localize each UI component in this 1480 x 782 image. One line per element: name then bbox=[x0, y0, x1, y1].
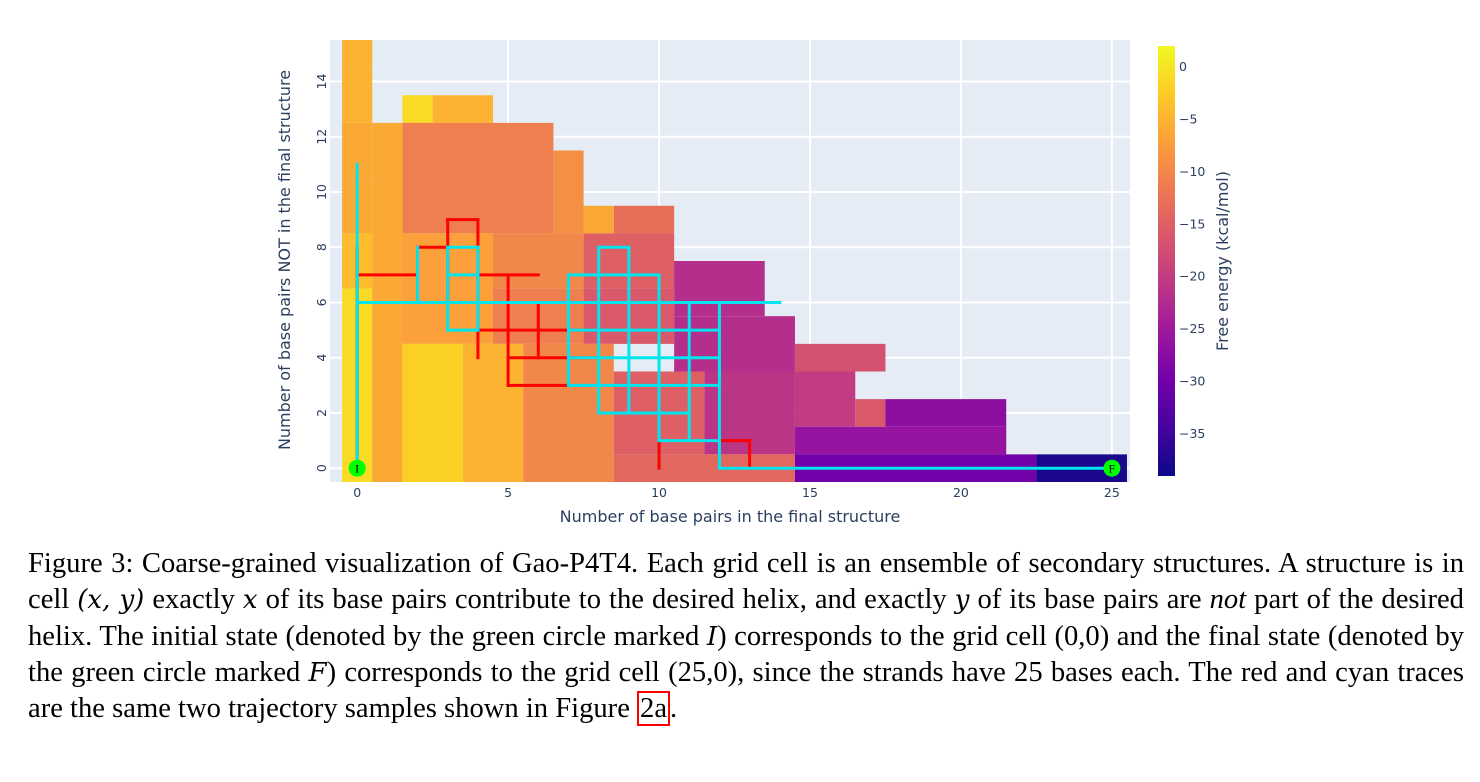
caption-text: exactly bbox=[144, 584, 243, 616]
caption-text: of its base pairs contribute to the desi… bbox=[257, 584, 955, 616]
y-tick-label: 0 bbox=[314, 464, 329, 472]
y-axis-title: Number of base pairs NOT in the final st… bbox=[275, 70, 294, 450]
caption-text: Figure 3: Coarse-grained visualization o… bbox=[28, 548, 1464, 616]
y-tick-label: 6 bbox=[314, 298, 329, 306]
colorbar-tick-label: −30 bbox=[1179, 374, 1205, 389]
state-marker-label: I bbox=[355, 462, 359, 476]
heatmap-cell bbox=[553, 150, 584, 234]
caption-text: . bbox=[670, 693, 678, 725]
figure-reference-link[interactable]: 2a bbox=[637, 691, 671, 727]
x-axis-ticks: 0 5 10 15 20 25 bbox=[353, 485, 1120, 500]
x-tick-label: 5 bbox=[504, 485, 512, 500]
y-tick-label: 4 bbox=[314, 354, 329, 362]
caption-text: of its base pairs are bbox=[969, 584, 1210, 616]
y-tick-label: 10 bbox=[314, 184, 329, 200]
heatmap-cell bbox=[583, 205, 614, 234]
y-tick-label: 12 bbox=[314, 129, 329, 145]
colorbar-ticks: 0 −5 −10 −15 −20 −25 −30 −35 bbox=[1179, 59, 1205, 441]
heatmap-cell bbox=[794, 426, 1007, 455]
state-marker-label: F bbox=[1109, 462, 1116, 476]
figure-caption: Figure 3: Coarse-grained visualization o… bbox=[28, 546, 1464, 727]
heatmap-cell bbox=[885, 399, 1007, 427]
caption-math: x bbox=[242, 585, 258, 616]
caption-text: ) corresponds to the grid cell (25,0), s… bbox=[28, 656, 1465, 725]
heatmap-cell bbox=[402, 122, 554, 234]
y-tick-label: 14 bbox=[314, 73, 329, 89]
heatmap-cell bbox=[432, 95, 494, 123]
caption-text: part of the desired helix. The initial s… bbox=[28, 584, 1464, 652]
x-tick-label: 15 bbox=[802, 485, 818, 500]
state-marker bbox=[348, 459, 366, 477]
x-tick-label: 0 bbox=[353, 485, 361, 500]
heatmap-cell bbox=[402, 343, 463, 482]
caption-math: I bbox=[706, 621, 718, 652]
caption-math: (x, y) bbox=[77, 585, 145, 616]
heatmap-cell bbox=[493, 233, 584, 289]
y-tick-label: 2 bbox=[314, 409, 329, 417]
caption-math: F bbox=[308, 657, 327, 688]
heatmap-cell bbox=[855, 399, 886, 427]
caption-text: ) corresponds to the grid cell (0,0) and… bbox=[28, 620, 1465, 688]
heatmap-cell bbox=[402, 95, 433, 123]
heatmap-cell bbox=[462, 343, 524, 482]
x-tick-label: 20 bbox=[953, 485, 969, 500]
x-axis-title: Number of base pairs in the final struct… bbox=[560, 507, 901, 526]
y-axis-ticks: 0 2 4 6 8 10 12 14 bbox=[314, 73, 329, 472]
colorbar-tick-label: −20 bbox=[1179, 269, 1205, 284]
heatmap-cell bbox=[342, 67, 373, 123]
colorbar-tick-label: −25 bbox=[1179, 321, 1205, 336]
y-tick-label: 8 bbox=[314, 243, 329, 251]
colorbar bbox=[1158, 46, 1175, 476]
x-tick-label: 10 bbox=[651, 485, 667, 500]
heatmap-cell bbox=[794, 343, 886, 372]
heatmap-cell bbox=[674, 316, 795, 372]
colorbar-tick-label: −10 bbox=[1179, 164, 1205, 179]
heatmap-cell bbox=[794, 371, 856, 427]
trajectory-traces bbox=[355, 162, 1114, 470]
colorbar-title: Free energy (kcal/mol) bbox=[1213, 171, 1232, 351]
colorbar-tick-label: 0 bbox=[1179, 59, 1187, 74]
colorbar-tick-label: −35 bbox=[1179, 426, 1205, 441]
colorbar-tick-label: −15 bbox=[1179, 216, 1205, 231]
x-tick-label: 25 bbox=[1104, 485, 1120, 500]
heatmap-cell bbox=[342, 40, 373, 68]
caption-emphasis: not bbox=[1209, 584, 1247, 616]
colorbar-tick-label: −5 bbox=[1179, 111, 1197, 126]
caption-math: y bbox=[954, 585, 970, 616]
state-marker bbox=[1103, 459, 1121, 477]
heatmap-cell bbox=[613, 205, 675, 234]
